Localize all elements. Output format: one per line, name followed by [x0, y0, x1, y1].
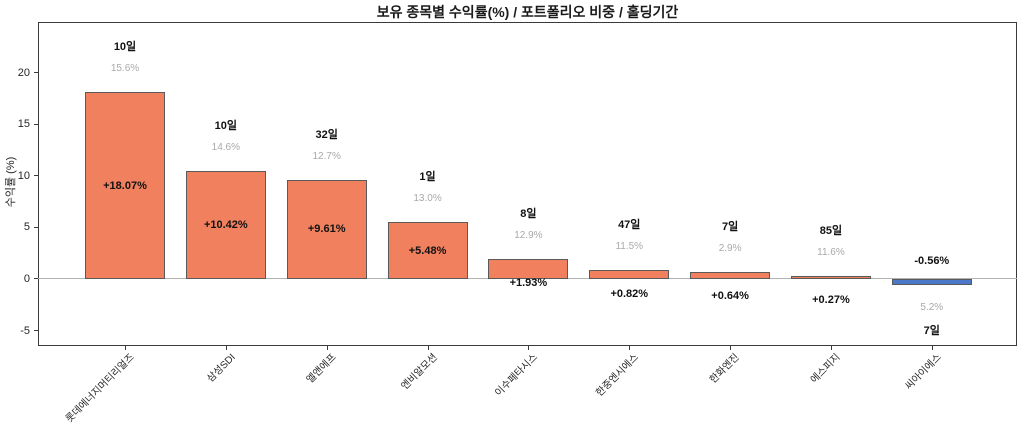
- bar-엔비알모션: [387, 222, 468, 279]
- chart-title: 보유 종목별 수익률(%) / 포트폴리오 비중 / 홀딩기간: [376, 4, 679, 20]
- y-tick-mark: [34, 330, 38, 332]
- x-tick-label-롯데에너지머티리얼즈: 롯데에너지머티리얼즈: [63, 352, 137, 425]
- y-tick-label: -5: [20, 324, 30, 337]
- y-tick-mark: [34, 226, 38, 228]
- bar-한중엔시에스: [589, 270, 670, 279]
- holding-period-label: 8일: [520, 208, 537, 220]
- portfolio-weight-label: 12.9%: [514, 230, 543, 241]
- return-pct-label: -0.56%: [914, 254, 950, 267]
- holding-period-label: 1일: [419, 171, 436, 184]
- y-tick-label: 15: [17, 118, 30, 131]
- x-tick-label-씨아이에스: 씨아이에스: [903, 352, 944, 393]
- holding-period-label: 7일: [923, 324, 940, 337]
- x-tick-label-삼성SDI: 삼성SDI: [205, 352, 238, 385]
- x-tick-label-한중엔시에스: 한중엔시에스: [594, 352, 642, 399]
- x-tick-mark: [125, 346, 126, 350]
- y-tick-label: 10: [17, 169, 30, 182]
- portfolio-weight-label: 11.6%: [817, 247, 845, 259]
- return-pct-label: +9.61%: [307, 223, 346, 236]
- x-tick-mark: [931, 346, 933, 350]
- bar-삼성SDI: [185, 171, 266, 279]
- x-tick-label-에스피지: 에스피지: [808, 352, 843, 386]
- x-tick-mark: [629, 346, 631, 350]
- x-tick-mark: [225, 346, 227, 350]
- x-tick-mark: [528, 346, 530, 350]
- holding-period-label: 7일: [721, 221, 739, 234]
- x-tick-mark: [730, 346, 732, 350]
- return-pct-label: +1.93%: [509, 277, 548, 289]
- x-tick-mark: [830, 346, 832, 350]
- portfolio-weight-label: 15.6%: [110, 63, 140, 75]
- portfolio-weight-label: 13.0%: [413, 193, 442, 205]
- holding-period-label: 10일: [113, 41, 137, 54]
- return-pct-label: +0.64%: [711, 290, 749, 303]
- y-tick-mark: [34, 123, 38, 125]
- bar-롯데에너지머티리얼즈: [85, 92, 165, 279]
- x-tick-label-한화엔진: 한화엔진: [708, 352, 742, 386]
- x-tick-label-이수페타시스: 이수페타시스: [493, 352, 541, 399]
- portfolio-weight-label: 11.5%: [615, 241, 644, 253]
- y-tick-mark: [34, 72, 38, 74]
- holding-period-label: 32일: [315, 128, 338, 141]
- y-tick-mark: [34, 175, 38, 177]
- return-pct-label: +10.42%: [203, 219, 248, 232]
- portfolio-weight-label: 5.2%: [920, 301, 944, 313]
- return-pct-label: +0.27%: [812, 294, 850, 307]
- portfolio-weight-label: 2.9%: [718, 243, 742, 255]
- y-tick-label: 5: [23, 221, 30, 234]
- holding-period-label: 85일: [819, 225, 843, 238]
- return-pct-label: +5.48%: [408, 244, 447, 257]
- bar-씨아이에스: [891, 278, 972, 285]
- x-tick-label-엘앤에프: 엘앤에프: [304, 352, 339, 386]
- portfolio-weight-label: 12.7%: [312, 150, 341, 162]
- x-tick-mark: [326, 346, 328, 350]
- y-tick-label: 0: [23, 272, 30, 285]
- return-pct-label: +18.07%: [103, 179, 147, 192]
- bar-에스피지: [790, 276, 871, 279]
- y-tick-mark: [34, 278, 38, 280]
- bar-한화엔진: [690, 272, 771, 279]
- y-tick-label: 20: [17, 66, 30, 79]
- x-tick-label-엔비알모션: 엔비알모션: [399, 352, 440, 393]
- bar-엘앤에프: [286, 179, 367, 279]
- zero-line: [38, 278, 1017, 280]
- bar-이수페타시스: [488, 259, 569, 279]
- holding-period-label: 47일: [618, 219, 641, 232]
- holding-period-label: 10일: [214, 120, 238, 133]
- x-tick-mark: [427, 346, 429, 350]
- portfolio-weight-label: 14.6%: [211, 142, 241, 154]
- return-pct-label: +0.82%: [610, 288, 649, 301]
